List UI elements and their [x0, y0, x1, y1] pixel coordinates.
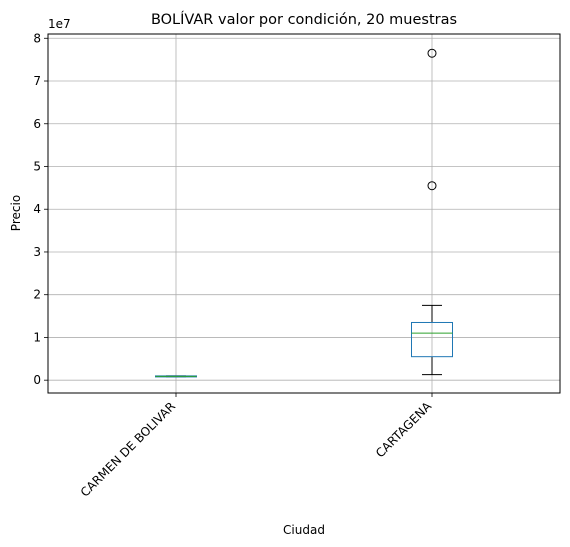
- y-tick-label: 0: [33, 373, 41, 387]
- grid-lines: [48, 34, 560, 393]
- y-axis-label: Precio: [9, 195, 23, 231]
- x-tick-label: CARTAGENA: [373, 399, 435, 461]
- y-tick-label: 6: [33, 117, 41, 131]
- box-iqr: [411, 321, 453, 358]
- y-tick-label: 1: [33, 330, 41, 344]
- y-tick-label: 3: [33, 245, 41, 259]
- x-ticks: CARMEN DE BOLIVAR CARTAGENA: [78, 393, 435, 500]
- y-tick-label: 7: [33, 74, 41, 88]
- y-tick-label: 4: [33, 202, 41, 216]
- chart-title: BOLÍVAR valor por condición, 20 muestras: [151, 11, 457, 28]
- x-axis-label: Ciudad: [283, 523, 325, 537]
- y-tick-label: 5: [33, 159, 41, 173]
- x-tick-label: CARMEN DE BOLIVAR: [78, 399, 178, 499]
- y-tick-label: 2: [33, 288, 41, 302]
- y-tick-label: 8: [33, 31, 41, 45]
- outlier-point: [427, 181, 437, 191]
- plot-frame: [47, 33, 561, 394]
- y-offset-label: 1e7: [48, 17, 71, 31]
- outlier-point: [427, 48, 437, 58]
- boxes-layer: [155, 48, 453, 378]
- y-ticks: 0 1 2 3 4 5 6 7 8: [33, 31, 48, 387]
